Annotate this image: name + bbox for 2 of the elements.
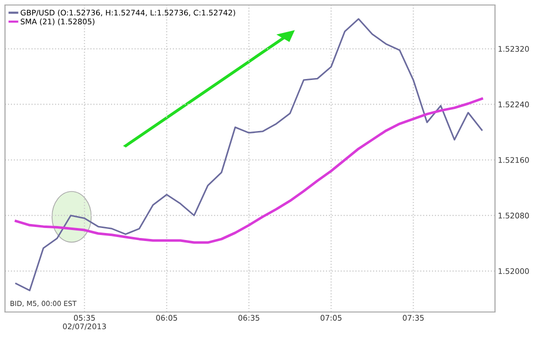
line-series [15,18,483,292]
line-series [14,98,484,244]
